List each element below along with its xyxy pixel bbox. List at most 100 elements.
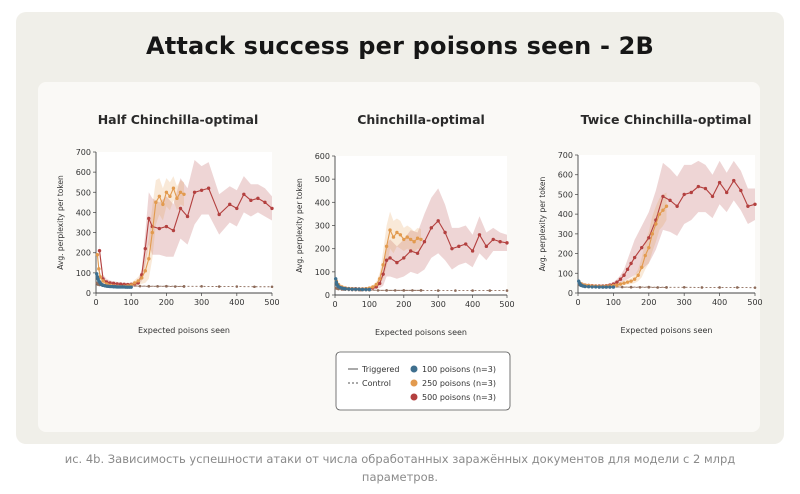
series-point <box>415 236 420 240</box>
subplot-title: Twice Chinchilla-optimal <box>581 112 752 127</box>
series-point <box>601 285 605 289</box>
series-point <box>108 281 112 285</box>
series-point <box>622 281 626 285</box>
x-tick-label: 0 <box>93 298 98 307</box>
series-point <box>161 202 165 207</box>
y-tick-label: 0 <box>86 289 91 298</box>
series-point <box>402 256 406 260</box>
subplot-title: Chinchilla-optimal <box>357 112 485 127</box>
series-point <box>498 240 502 244</box>
series-point <box>422 240 427 244</box>
series-point <box>412 240 416 244</box>
series-point <box>157 226 162 231</box>
series-point <box>597 285 601 289</box>
series-point <box>724 190 729 195</box>
series-point <box>629 279 633 283</box>
y-tick-label: 200 <box>558 250 573 259</box>
control-point <box>436 289 440 292</box>
y-tick-label: 0 <box>568 289 573 298</box>
series-point <box>140 276 144 280</box>
series-point <box>583 284 587 289</box>
series-point <box>192 190 197 194</box>
series-point <box>398 233 403 237</box>
series-point <box>618 282 623 286</box>
legend-p100: 100 poisons (n=3) <box>422 365 496 374</box>
x-tick-label: 100 <box>362 300 377 309</box>
x-tick-label: 100 <box>606 298 621 307</box>
series-point <box>710 194 715 199</box>
series-point <box>178 206 183 211</box>
series-point <box>350 287 354 291</box>
control-point <box>753 286 757 289</box>
y-tick-label: 600 <box>76 168 91 177</box>
series-point <box>689 190 693 195</box>
x-tick-label: 300 <box>431 300 446 309</box>
series-point <box>395 230 399 235</box>
control-point <box>736 286 739 289</box>
control-point <box>488 289 492 292</box>
series-point <box>185 214 190 219</box>
series-point <box>118 282 123 286</box>
series-point <box>353 287 358 291</box>
y-tick-label: 100 <box>558 269 573 278</box>
x-axis-label: Expected poisons seen <box>375 328 467 337</box>
legend-p250: 250 poisons (n=3) <box>422 379 496 388</box>
series-point <box>147 257 151 261</box>
series-point <box>115 282 119 286</box>
series-point <box>436 219 440 223</box>
x-tick-label: 400 <box>712 298 727 307</box>
series-point <box>753 202 757 206</box>
control-point <box>682 285 686 289</box>
y-tick-label: 100 <box>315 268 330 277</box>
x-tick-label: 400 <box>229 298 244 307</box>
band-500 <box>99 160 273 287</box>
caption-line-2: параметров. <box>361 470 439 484</box>
band-250 <box>579 192 667 288</box>
series-point <box>242 192 246 196</box>
y-tick-label: 600 <box>558 171 573 180</box>
y-tick-label: 200 <box>76 249 91 258</box>
series-point <box>647 245 651 250</box>
y-tick-label: 300 <box>76 229 91 238</box>
series-point <box>371 285 375 289</box>
y-tick-label: 500 <box>315 175 330 184</box>
legend-control: Control <box>362 379 391 388</box>
series-point <box>171 186 176 190</box>
series-point <box>696 184 701 189</box>
control-point <box>165 284 168 288</box>
series-point <box>682 192 686 197</box>
series-point <box>263 200 267 205</box>
series-point <box>374 282 378 287</box>
series-point <box>95 253 100 257</box>
x-axis-label: Expected poisons seen <box>138 326 230 335</box>
series-point <box>347 287 351 291</box>
control-point <box>638 285 642 289</box>
series-point <box>640 265 644 270</box>
x-axis-label: Expected poisons seen <box>621 326 713 335</box>
series-point <box>657 212 662 216</box>
control-point <box>505 289 509 292</box>
series-point <box>95 272 99 276</box>
page-title: Attack success per poisons seen - 2B <box>145 32 655 60</box>
series-point <box>199 188 204 192</box>
control-point <box>376 289 380 292</box>
series-point <box>625 267 630 272</box>
series-point <box>333 277 338 281</box>
x-tick-label: 100 <box>124 298 139 307</box>
series-point <box>395 260 399 265</box>
control-point <box>235 285 239 288</box>
y-tick-label: 400 <box>315 198 330 207</box>
series-point <box>143 246 147 251</box>
series-point <box>419 237 423 242</box>
subplot-title: Half Chinchilla-optimal <box>98 112 259 127</box>
series-point <box>168 194 172 199</box>
y-tick-label: 400 <box>76 208 91 217</box>
series-point <box>154 200 158 205</box>
legend-p500-swatch <box>410 393 418 401</box>
series-point <box>586 284 591 289</box>
x-tick-label: 0 <box>575 298 580 307</box>
series-point <box>97 267 101 271</box>
series-point <box>378 281 382 286</box>
series-point <box>178 190 183 194</box>
series-point <box>625 280 630 284</box>
